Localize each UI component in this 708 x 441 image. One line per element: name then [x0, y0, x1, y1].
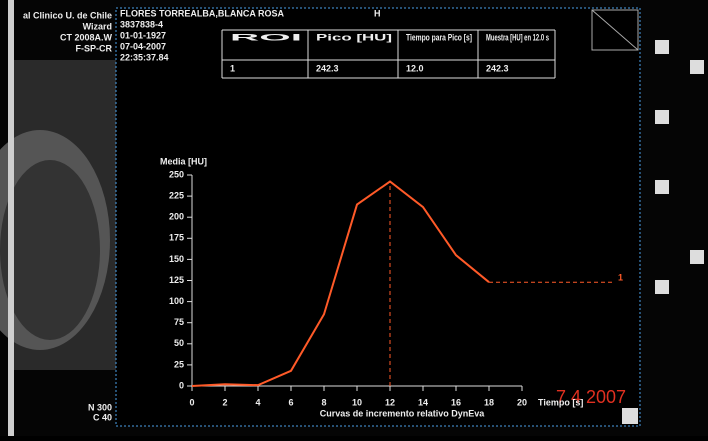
table-header: Muestra [HU] en 12.0 s [486, 32, 549, 42]
x-tick-label: 16 [451, 397, 461, 407]
table-header: Pico [HU] [316, 32, 392, 42]
y-tick-label: 225 [169, 190, 184, 200]
table-header: ROI [230, 32, 302, 42]
x-tick-label: 18 [484, 397, 494, 407]
table-cell: 242.3 [486, 63, 509, 73]
window-info: C 40 [93, 412, 112, 422]
y-axis-label: Media [HU] [160, 156, 207, 166]
y-tick-label: 75 [174, 317, 184, 327]
y-tick-label: 0 [179, 380, 184, 390]
side-button[interactable] [655, 40, 669, 54]
window-info: N 300 [88, 402, 112, 412]
side-button[interactable] [655, 110, 669, 124]
table-cell: 1 [230, 63, 235, 73]
patient-info: 22:35:37.84 [120, 52, 169, 62]
side-button[interactable] [655, 180, 669, 194]
date-stamp: 7 4 2007 [556, 387, 626, 407]
x-tick-label: 20 [517, 397, 527, 407]
patient-sex: H [374, 8, 381, 18]
table-cell: 242.3 [316, 63, 339, 73]
x-tick-label: 8 [321, 397, 326, 407]
patient-name: FLORES TORREALBA,BLANCA ROSA [120, 8, 285, 18]
ct-inner [0, 160, 100, 340]
site-info: Wizard [83, 21, 112, 31]
y-tick-label: 25 [174, 359, 184, 369]
left-edge [8, 0, 14, 436]
patient-info: 3837838-4 [120, 19, 163, 29]
data-line [191, 180, 490, 387]
scroll-button[interactable] [622, 408, 638, 424]
y-tick-label: 150 [169, 254, 184, 264]
x-tick-label: 12 [385, 397, 395, 407]
x-tick-label: 6 [288, 397, 293, 407]
corner-diagonal [591, 9, 639, 51]
x-tick-label: 14 [418, 397, 428, 407]
y-tick-label: 100 [169, 296, 184, 306]
site-info: al Clinico U. de Chile [23, 10, 112, 20]
y-tick-label: 200 [169, 212, 184, 222]
graph-panel [115, 7, 641, 427]
y-tick-label: 175 [169, 233, 184, 243]
y-tick-label: 250 [169, 169, 184, 179]
patient-info: 07-04-2007 [120, 41, 166, 51]
site-info: CT 2008A.W [60, 32, 113, 42]
x-tick-label: 2 [222, 397, 227, 407]
x-tick-label: 0 [189, 397, 194, 407]
y-tick-label: 125 [169, 275, 184, 285]
series-label: 1 [618, 273, 623, 283]
table-header: Tiempo para Pico [s] [406, 32, 472, 42]
side-button[interactable] [690, 60, 704, 74]
site-info: F-SP-CR [76, 43, 113, 53]
side-button[interactable] [655, 280, 669, 294]
x-axis-label: Tiempo [s] [538, 397, 583, 407]
side-button[interactable] [690, 250, 704, 264]
corner-box [591, 9, 639, 51]
x-tick-label: 4 [255, 397, 260, 407]
caption: Curvas de incremento relativo DynEva [320, 408, 486, 418]
patient-info: 01-01-1927 [120, 30, 166, 40]
table-cell: 12.0 [406, 63, 424, 73]
x-tick-label: 10 [352, 397, 362, 407]
y-tick-label: 50 [174, 338, 184, 348]
